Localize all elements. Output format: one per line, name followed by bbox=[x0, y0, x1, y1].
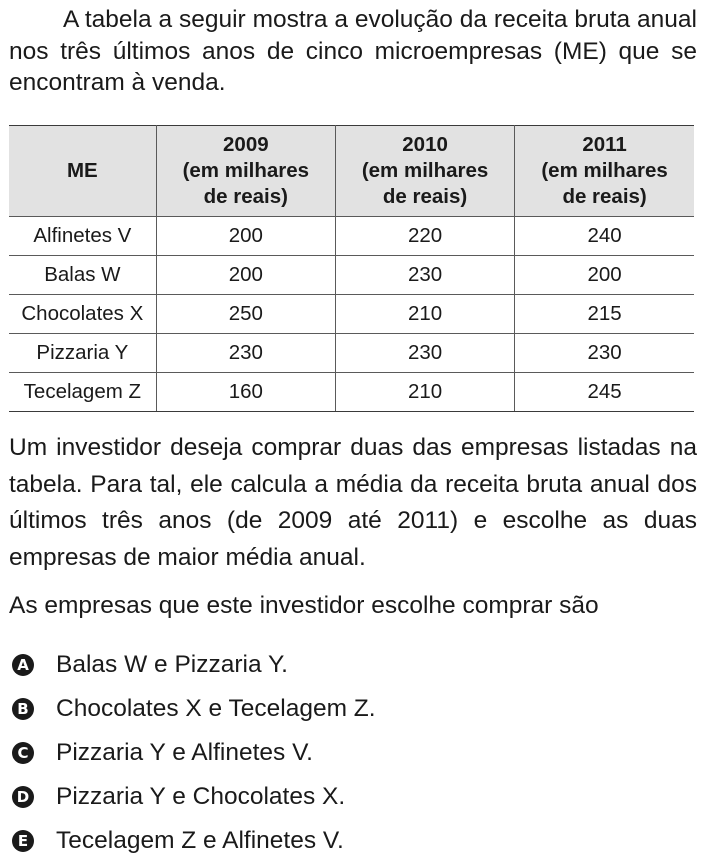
option-c-badge-icon: C bbox=[12, 742, 34, 764]
header-2010: 2010 (em milhares de reais) bbox=[334, 125, 516, 217]
option-c[interactable]: C Pizzaria Y e Alfinetes V. bbox=[9, 731, 697, 775]
header-unit-label: (em milhares bbox=[182, 159, 310, 182]
table-header-row: ME 2009 (em milhares de reais) 2010 (em … bbox=[9, 125, 694, 217]
revenue-cell: 230 bbox=[155, 333, 336, 373]
option-b-text: Chocolates X e Tecelagem Z. bbox=[56, 695, 376, 722]
option-b-badge-icon: B bbox=[12, 698, 34, 720]
option-e[interactable]: E Tecelagem Z e Alfinetes V. bbox=[9, 819, 697, 863]
option-b[interactable]: B Chocolates X e Tecelagem Z. bbox=[9, 687, 697, 731]
revenue-cell: 230 bbox=[334, 333, 516, 373]
header-unit-label: de reais) bbox=[203, 185, 288, 208]
table-row: Alfinetes V 200 220 240 bbox=[9, 216, 694, 256]
problem-statement: Um investidor deseja comprar duas das em… bbox=[9, 434, 697, 571]
option-e-badge-icon: E bbox=[12, 830, 34, 852]
revenue-cell: 220 bbox=[334, 216, 516, 256]
company-name: Tecelagem Z bbox=[9, 372, 157, 412]
company-name: Chocolates X bbox=[9, 294, 157, 334]
revenue-cell: 200 bbox=[155, 255, 336, 295]
table-row: Balas W 200 230 200 bbox=[9, 255, 694, 295]
header-year-label: 2010 bbox=[402, 133, 448, 156]
company-name: Balas W bbox=[9, 255, 157, 295]
revenue-cell: 230 bbox=[334, 255, 516, 295]
company-name: Alfinetes V bbox=[9, 216, 157, 256]
header-2011: 2011 (em milhares de reais) bbox=[514, 125, 694, 217]
header-unit-label: (em milhares bbox=[541, 159, 668, 182]
table-row: Tecelagem Z 160 210 245 bbox=[9, 372, 694, 412]
option-e-text: Tecelagem Z e Alfinetes V. bbox=[56, 827, 344, 854]
revenue-cell: 250 bbox=[155, 294, 336, 334]
revenue-cell: 215 bbox=[514, 294, 694, 334]
revenue-cell: 230 bbox=[514, 333, 694, 373]
revenue-cell: 210 bbox=[334, 372, 516, 412]
answer-options: A Balas W e Pizzaria Y. B Chocolates X e… bbox=[9, 643, 697, 863]
revenue-cell: 245 bbox=[514, 372, 694, 412]
header-me: ME bbox=[9, 125, 157, 217]
option-a-text: Balas W e Pizzaria Y. bbox=[56, 651, 288, 678]
option-a[interactable]: A Balas W e Pizzaria Y. bbox=[9, 643, 697, 687]
option-d-text: Pizzaria Y e Chocolates X. bbox=[56, 783, 346, 810]
header-unit-label: de reais) bbox=[562, 185, 647, 208]
revenue-cell: 210 bbox=[334, 294, 516, 334]
header-unit-label: (em milhares bbox=[361, 159, 489, 182]
option-d-badge-icon: D bbox=[12, 786, 34, 808]
table-row: Pizzaria Y 230 230 230 bbox=[9, 333, 694, 373]
option-c-text: Pizzaria Y e Alfinetes V. bbox=[56, 739, 313, 766]
header-unit-label: de reais) bbox=[382, 185, 468, 208]
revenue-cell: 200 bbox=[514, 255, 694, 295]
header-2009: 2009 (em milhares de reais) bbox=[155, 125, 336, 217]
header-me-label: ME bbox=[66, 159, 98, 182]
table-row: Chocolates X 250 210 215 bbox=[9, 294, 694, 334]
revenue-cell: 160 bbox=[155, 372, 336, 412]
revenue-cell: 200 bbox=[155, 216, 336, 256]
question-prompt: As empresas que este investidor escolhe … bbox=[9, 592, 599, 619]
header-year-label: 2011 bbox=[582, 133, 627, 156]
header-year-label: 2009 bbox=[223, 133, 269, 156]
company-name: Pizzaria Y bbox=[9, 333, 157, 373]
intro-text: A tabela a seguir mostra a evolução da r… bbox=[9, 6, 697, 96]
revenue-cell: 240 bbox=[514, 216, 694, 256]
option-a-badge-icon: A bbox=[12, 654, 34, 676]
option-d[interactable]: D Pizzaria Y e Chocolates X. bbox=[9, 775, 697, 819]
revenue-table: ME 2009 (em milhares de reais) 2010 (em … bbox=[9, 125, 694, 412]
